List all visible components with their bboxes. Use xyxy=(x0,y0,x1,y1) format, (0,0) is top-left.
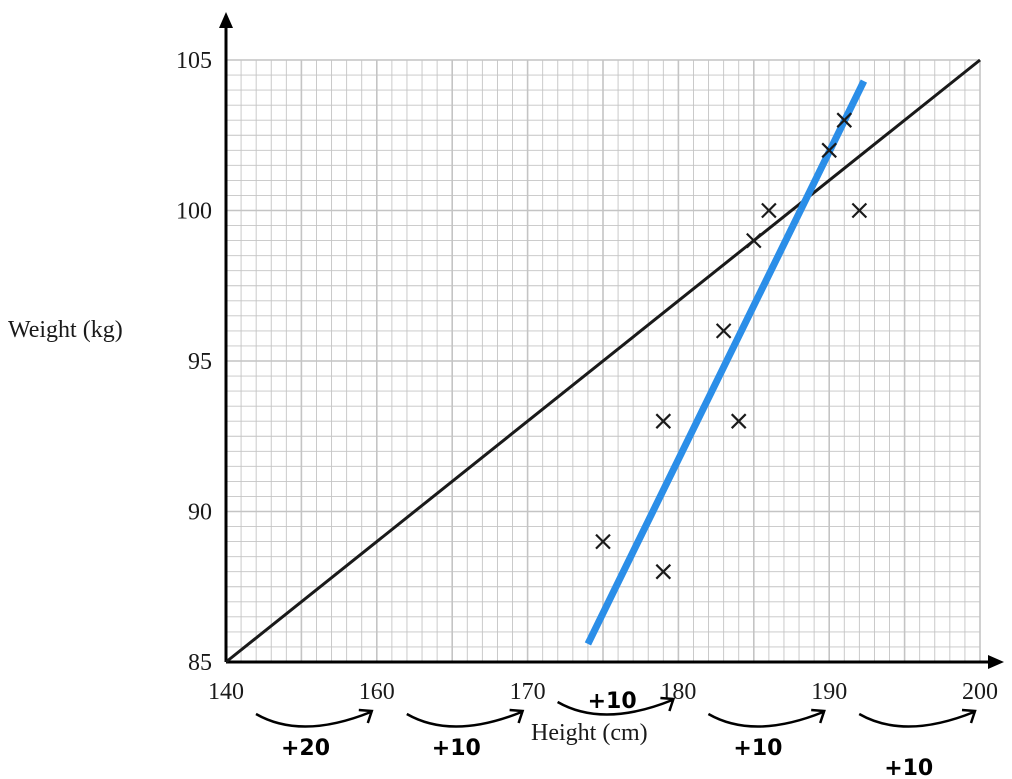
grid xyxy=(225,59,981,663)
annotation-label: +10 xyxy=(588,689,637,714)
data-point xyxy=(655,563,672,580)
line-of-best-fit-black xyxy=(225,58,981,664)
annotation-arrowhead xyxy=(358,708,374,724)
y-tick-label: 85 xyxy=(188,650,212,676)
annotation-label: +10 xyxy=(432,736,481,761)
x-tick-label: 160 xyxy=(359,679,395,705)
annotation-arrow xyxy=(707,710,824,728)
handwritten-annotations: +20 +10 +10 +10 +10 xyxy=(255,689,977,779)
data-point xyxy=(730,413,747,429)
x-tick-label: 170 xyxy=(510,679,546,705)
y-axis-title: Weight (kg) xyxy=(8,317,123,343)
annotation-arrow xyxy=(556,698,673,716)
data-point xyxy=(595,533,611,550)
annotation-label: +10 xyxy=(733,736,782,761)
y-tick-labels: 85 90 95 100 105 xyxy=(176,48,212,676)
annotation-arrowhead xyxy=(961,708,977,724)
annotation-arrow xyxy=(406,710,523,728)
annotation-label: +20 xyxy=(281,736,330,761)
y-axis-arrow xyxy=(219,12,233,28)
y-tick-label: 95 xyxy=(188,349,212,375)
data-point xyxy=(761,202,777,219)
annotation-label: +10 xyxy=(884,756,933,779)
y-tick-label: 90 xyxy=(188,500,212,526)
data-points xyxy=(595,112,868,580)
x-tick-label: 140 xyxy=(208,679,244,705)
data-point xyxy=(715,323,732,339)
x-axis-arrow xyxy=(988,655,1004,669)
annotation-arrowhead xyxy=(811,708,826,724)
line-of-best-fit-blue xyxy=(584,79,868,646)
data-point xyxy=(655,413,672,429)
y-tick-label: 100 xyxy=(176,199,212,225)
annotation-arrow xyxy=(858,710,975,728)
data-point xyxy=(821,142,837,159)
annotation-arrowhead xyxy=(509,708,525,724)
annotation-arrow xyxy=(255,710,372,728)
axes xyxy=(219,12,1004,669)
x-axis-title: Height (cm) xyxy=(531,720,648,746)
data-point xyxy=(746,232,762,249)
x-tick-label: 190 xyxy=(811,679,847,705)
data-point xyxy=(836,112,853,128)
y-tick-label: 105 xyxy=(176,48,212,74)
x-tick-label: 180 xyxy=(660,679,696,705)
x-tick-label: 200 xyxy=(962,679,998,705)
annotation-arrowhead xyxy=(660,696,676,712)
data-point xyxy=(851,202,868,219)
x-tick-labels: 140 160 170 180 190 200 xyxy=(208,679,998,705)
trend-lines xyxy=(225,58,981,664)
